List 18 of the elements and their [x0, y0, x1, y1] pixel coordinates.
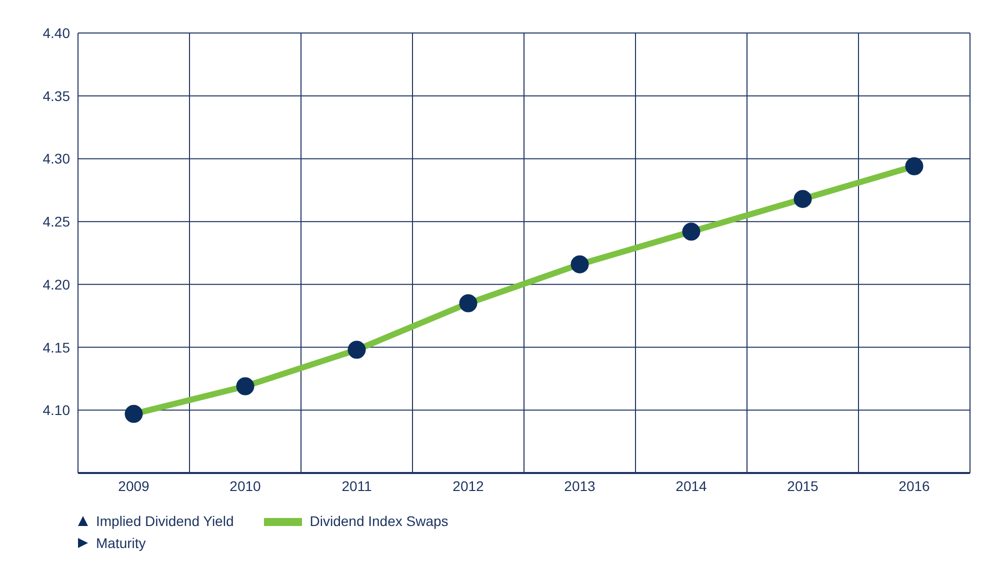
text: Maturity	[96, 535, 146, 551]
x-tick-label: 2015	[787, 478, 819, 494]
y-tick-label: 4.35	[42, 88, 70, 104]
y-tick-label: 4.20	[42, 276, 70, 292]
y-tick-label: 4.10	[42, 402, 70, 418]
y-tick-label: 4.40	[42, 24, 70, 41]
y-tick-label: 4.30	[42, 150, 70, 167]
y-tick-label: 4.15	[42, 339, 70, 356]
x-tick-label: 2012	[452, 478, 484, 494]
y-tick-label: 4.25	[42, 214, 70, 230]
x-tick-label: 2009	[118, 478, 150, 494]
x-tick-label: 2010	[230, 478, 262, 494]
legend-label: Dividend Index Swaps	[310, 513, 448, 529]
x-tick-label: 2014	[676, 478, 708, 494]
text: Implied Dividend Yield	[96, 513, 234, 529]
x-tick-label: 2011	[342, 478, 372, 494]
x-tick-label: 2013	[564, 478, 596, 494]
x-tick-label: 2016	[898, 478, 930, 494]
